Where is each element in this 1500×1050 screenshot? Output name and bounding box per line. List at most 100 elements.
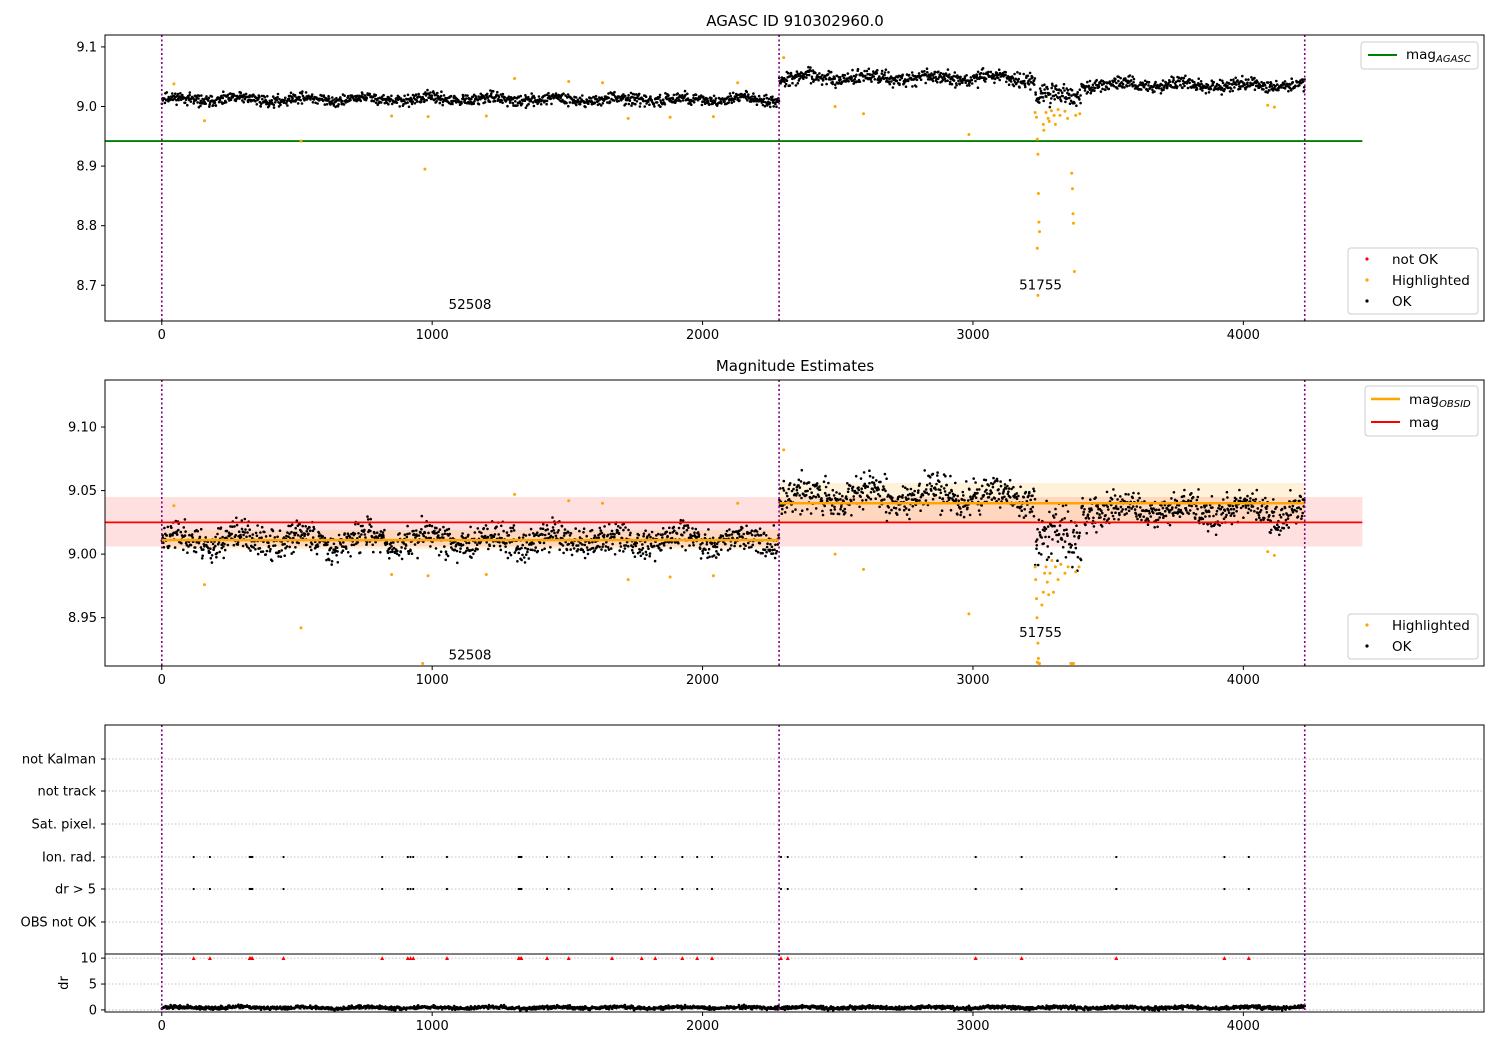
estimates-ok-point [641, 552, 645, 555]
estimates-highlighted-point [172, 504, 176, 508]
agasc-ok-point [890, 80, 893, 83]
estimates-ok-point [733, 544, 736, 548]
estimates-ok-point [649, 535, 652, 539]
estimates-ok-point [875, 479, 878, 482]
estimates-ok-point [235, 523, 239, 527]
estimates-ok-point [1058, 524, 1062, 527]
estimates-ok-point [443, 545, 446, 548]
estimates-ok-point [294, 531, 298, 535]
agasc-ok-point [358, 94, 361, 98]
estimates-ok-point [1249, 509, 1253, 512]
estimates-ok-point [843, 507, 847, 511]
estimates-ok-point [442, 525, 445, 529]
agasc-title: AGASC ID 910302960.0 [706, 12, 884, 30]
agasc-ok-point [910, 71, 914, 74]
estimates-highlighted-point [1040, 603, 1044, 607]
estimates-ok-point [949, 508, 953, 512]
estimates-ok-point [680, 545, 684, 548]
estimates-ok-point [774, 543, 777, 547]
estimates-ok-point [581, 543, 584, 546]
agasc-ok-point [342, 103, 346, 106]
agasc-obsid-annotation: 51755 [1019, 277, 1062, 293]
agasc-ok-point [427, 96, 431, 100]
estimates-ok-point [199, 546, 203, 549]
estimates-ok-point [1300, 517, 1303, 521]
agasc-ok-point [272, 103, 276, 107]
estimates-ok-point [245, 535, 248, 539]
agasc-ok-point [1263, 84, 1267, 87]
estimates-ok-point [447, 527, 451, 531]
estimates-ok-point [847, 487, 850, 491]
estimates-ok-point [713, 541, 716, 545]
agasc-ok-point [1128, 84, 1131, 87]
estimates-ok-point [582, 527, 586, 530]
agasc-ok-point [1048, 105, 1052, 109]
estimates-highlighted-point [711, 574, 715, 578]
estimates-ok-point [215, 551, 219, 555]
agasc-ok-point [1121, 86, 1124, 89]
estimates-ok-point [1259, 508, 1263, 512]
agasc-ok-point [1059, 99, 1063, 103]
agasc-ok-point [965, 74, 968, 77]
agasc-ok-point [1177, 76, 1181, 79]
agasc-ok-point [1123, 86, 1126, 89]
agasc-ok-point [926, 71, 929, 74]
estimates-ok-point [1136, 517, 1139, 521]
estimates-ok-point [1291, 504, 1295, 508]
estimates-ok-point [941, 497, 945, 500]
estimates-ok-point [571, 542, 575, 545]
agasc-ok-point [757, 94, 761, 98]
estimates-ok-point [940, 485, 943, 488]
estimates-xtick-label: 1000 [416, 673, 449, 688]
agasc-ok-point [261, 97, 264, 101]
agasc-ok-point [694, 93, 698, 97]
agasc-ok-point [492, 90, 495, 93]
estimates-ok-point [283, 554, 287, 557]
agasc-ok-point [1050, 86, 1053, 90]
estimates-highlighted-point [1035, 597, 1038, 601]
estimates-ok-point [872, 490, 876, 493]
agasc-ok-point [537, 95, 541, 98]
estimates-ok-point [1137, 492, 1140, 495]
estimates-ok-point [1227, 511, 1231, 514]
agasc-ok-point [771, 101, 775, 104]
estimates-ok-point [1035, 547, 1038, 550]
agasc-ok-point [1174, 80, 1178, 84]
estimates-ok-point [240, 519, 244, 522]
agasc-ok-point [805, 76, 808, 79]
agasc-ok-point [1022, 72, 1025, 76]
estimates-ok-point [598, 526, 602, 530]
estimates-ok-point [799, 480, 803, 483]
estimates-ok-point [591, 546, 595, 550]
estimates-ok-point [330, 563, 334, 566]
flag-event-point [412, 855, 415, 859]
estimates-ok-point [256, 524, 259, 527]
agasc-ok-point [514, 100, 517, 103]
estimates-ok-point [977, 509, 981, 512]
estimates-ok-point [783, 511, 787, 514]
estimates-ok-point [824, 485, 828, 489]
estimates-ok-point [660, 548, 663, 552]
agasc-ok-point [470, 97, 473, 101]
estimates-ok-point [528, 533, 531, 537]
agasc-ok-point [266, 94, 269, 98]
estimates-ok-point [399, 550, 403, 554]
agasc-ok-point [996, 76, 1000, 80]
agasc-ok-point [1270, 85, 1274, 88]
agasc-ok-point [1119, 76, 1122, 80]
estimates-ok-point [650, 530, 654, 534]
estimates-ok-point [747, 541, 750, 545]
estimates-ok-point [982, 493, 986, 497]
estimates-ok-point [370, 535, 374, 539]
estimates-xtick-label: 2000 [686, 673, 719, 688]
estimates-ok-point [974, 496, 978, 500]
estimates-ok-point [492, 535, 496, 539]
estimates-ok-point [204, 536, 207, 539]
estimates-ok-point [506, 556, 510, 560]
agasc-ok-point [331, 99, 334, 102]
agasc-ok-point [1004, 70, 1007, 74]
agasc-ok-point [1041, 91, 1045, 95]
estimates-ok-point [658, 546, 661, 550]
estimates-ok-point [965, 480, 968, 483]
estimates-ok-point [829, 508, 833, 512]
